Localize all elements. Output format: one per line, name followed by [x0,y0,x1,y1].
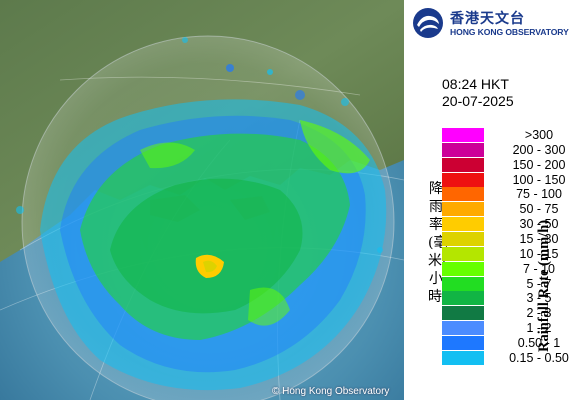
legend-swatch [442,202,484,217]
legend-swatch [442,291,484,306]
legend-swatch [442,157,484,172]
legend-swatch [442,231,484,246]
legend-label: 200 - 300 [512,142,566,157]
hko-logo: 香港天文台 HONG KONG OBSERVATORY [412,6,574,42]
legend-label: 2 - 3 [526,306,552,321]
legend-label: 100 - 150 [512,172,566,187]
legend-swatch [442,335,484,350]
legend-label: 5 - 7 [526,276,552,291]
legend-swatch [442,350,484,365]
legend-swatch [442,172,484,187]
legend-label: >300 [524,128,554,142]
date-label: 20-07-2025 [442,93,514,109]
rain-echo [16,37,387,391]
radar-image [0,0,404,400]
legend-label: 10 - 15 [519,246,559,261]
legend-swatch [442,217,484,232]
legend-label: 1 - 2 [526,321,552,336]
legend-label: 0.15 - 0.50 [509,350,569,365]
legend-swatch [442,128,484,142]
legend-label: 15 - 30 [519,231,559,246]
copyright-text: © Hong Kong Observatory [272,386,390,397]
legend-label: 3 - 5 [526,291,552,306]
radar-map: © Hong Kong Observatory [0,0,404,400]
org-name-en: HONG KONG OBSERVATORY [450,27,569,37]
legend-swatch [442,306,484,321]
legend-swatch [442,187,484,202]
legend-swatch [442,246,484,261]
org-name-zh: 香港天文台 [450,11,525,27]
legend-label: 7 - 10 [523,261,555,276]
hko-logo-icon [413,8,443,38]
legend-label: 75 - 100 [516,187,562,202]
legend-swatch [442,321,484,336]
time-label: 08:24 HKT [442,76,509,92]
legend-label: 50 - 75 [519,202,559,217]
legend-label: 0.50 - 1 [517,335,561,350]
legend-swatch [442,276,484,291]
legend-panel: 香港天文台 HONG KONG OBSERVATORY 08:24 HKT 20… [404,0,577,400]
legend-swatch [442,261,484,276]
legend-label: 30 - 50 [519,217,559,232]
legend-swatch [442,142,484,157]
legend-label: 150 - 200 [512,157,566,172]
